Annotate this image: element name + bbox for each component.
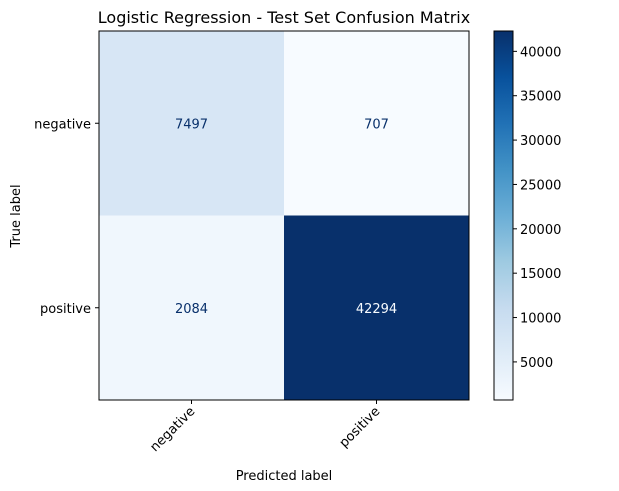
x-tick-label: negative [148,404,199,455]
cell-value-label: 2084 [175,302,208,317]
x-axis: negative positive [148,400,384,455]
colorbar-tick-label: 25000 [520,178,561,193]
colorbar-tick-label: 5000 [520,356,553,371]
y-axis-label: True label [9,184,24,248]
cell-value-label: 707 [364,117,389,132]
plot-frame [98,30,470,401]
cell-negative-positive [284,31,469,216]
colorbar-tick-label: 35000 [520,90,561,105]
colorbar [493,30,514,401]
colorbar-tick-label: 10000 [520,312,561,327]
colorbar-tick-label: 30000 [520,134,561,149]
x-tick-label: positive [337,404,384,451]
cell-negative-negative [99,31,284,216]
y-axis: negative positive [34,117,99,317]
y-tick-label: positive [40,302,91,317]
cell-value-label: 42294 [356,302,397,317]
cell-positive-negative [99,215,284,400]
colorbar-tick-label: 15000 [520,267,561,282]
cell-value-label: 7497 [175,117,208,132]
colorbar-tick-label: 40000 [520,45,561,60]
colorbar-tick-label: 20000 [520,223,561,238]
chart-title: Logistic Regression - Test Set Confusion… [98,8,470,27]
x-axis-label: Predicted label [236,469,333,484]
y-tick-label: negative [34,117,91,132]
cell-positive-positive [284,215,469,400]
heatmap-cells: 7497 707 2084 42294 [99,31,469,400]
colorbar-ticks: 5000 10000 15000 20000 25000 30000 35000 40000 [513,45,561,371]
